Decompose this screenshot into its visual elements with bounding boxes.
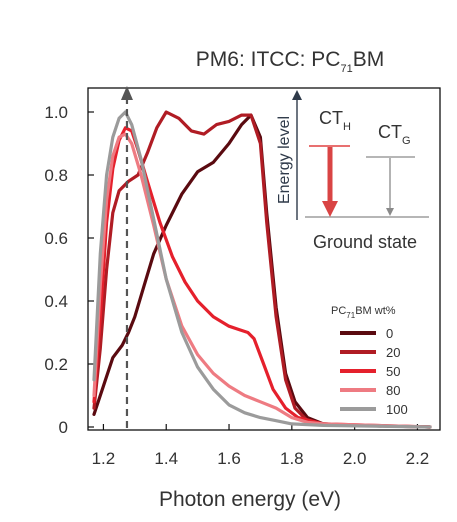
ct-g-arrowhead	[386, 208, 394, 216]
y-tick-label: 0.4	[44, 292, 68, 311]
ct-g-label-main: CT	[378, 122, 402, 142]
ct-g-label-sub: G	[402, 135, 411, 147]
legend: PC71BM wt% 0 20 50 80 100	[331, 305, 408, 417]
energy-level-axis-arrowhead	[292, 90, 302, 100]
legend-label-20: 20	[386, 345, 400, 360]
legend-title-sub: 71	[346, 311, 355, 320]
legend-items: 0 20 50 80 100	[340, 326, 408, 417]
series-layer	[92, 110, 432, 429]
x-tick-label: 2.2	[406, 449, 430, 468]
energy-diagram-inset: Energy level CTH CTG Ground state	[276, 90, 429, 252]
energy-level-label: Energy level	[276, 116, 293, 204]
series-line-100	[92, 110, 432, 429]
plot-area-frame	[87, 87, 441, 431]
legend-label-0: 0	[386, 326, 393, 341]
ct-h-arrowhead	[322, 201, 338, 217]
marker-arrowhead	[120, 86, 133, 100]
legend-label-80: 80	[386, 383, 400, 398]
x-tick-label: 1.4	[154, 449, 178, 468]
legend-label-50: 50	[386, 364, 400, 379]
series-line-0	[92, 113, 432, 429]
x-tick-label: 2.0	[343, 449, 367, 468]
ct-h-label-main: CT	[319, 108, 343, 128]
chart-title: PM6: ITCC: PC71BM	[196, 48, 384, 75]
legend-label-100: 100	[386, 402, 408, 417]
y-tick-label: 0	[59, 418, 68, 437]
legend-title-main: PC	[331, 305, 346, 317]
x-tick-label: 1.8	[280, 449, 304, 468]
series-line-80	[92, 132, 432, 429]
chart-title-sub: 71	[340, 63, 352, 75]
y-axis: 0 0.2 0.4 0.6 0.8 1.0	[44, 103, 94, 437]
y-tick-label: 0.8	[44, 166, 68, 185]
y-tick-label: 1.0	[44, 103, 68, 122]
x-axis-title: Photon energy (eV)	[159, 488, 341, 511]
ct-h-label-sub: H	[343, 121, 351, 133]
x-tick-label: 1.2	[92, 449, 116, 468]
x-tick-label: 1.6	[217, 449, 241, 468]
legend-title-tail: BM wt%	[355, 305, 396, 317]
chart-title-tail: BM	[353, 48, 385, 71]
ground-state-label: Ground state	[313, 232, 417, 252]
chart-title-main: PM6: ITCC: PC	[196, 48, 341, 71]
legend-title: PC71BM wt%	[331, 305, 396, 320]
peak-marker	[120, 86, 133, 428]
ct-h-label: CTH	[319, 108, 351, 133]
y-tick-label: 0.6	[44, 229, 68, 248]
y-tick-label: 0.2	[44, 355, 68, 374]
series-line-20	[92, 110, 432, 429]
ct-g-label: CTG	[378, 122, 411, 147]
